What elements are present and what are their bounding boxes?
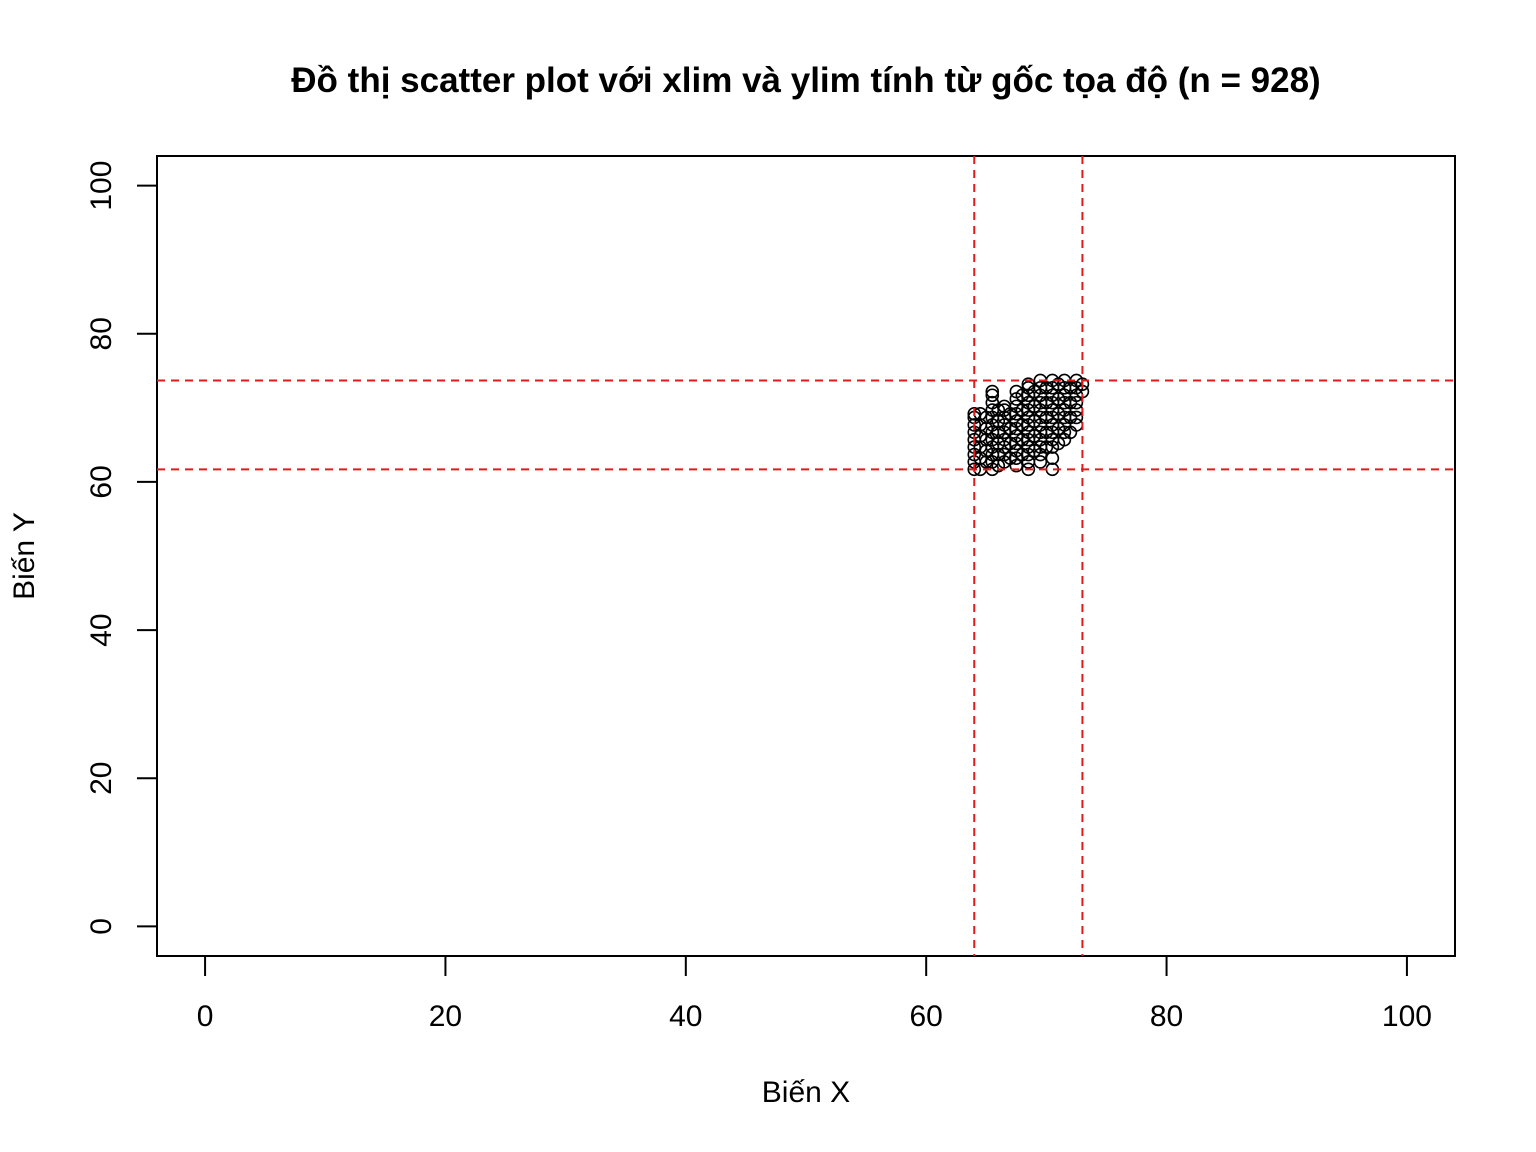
scatter-point [1057, 425, 1072, 440]
scatter-point [985, 388, 1000, 403]
scatter-point [1009, 458, 1024, 473]
y-tick-label: 40 [85, 613, 118, 646]
x-tick-label: 0 [197, 1000, 214, 1033]
plot-frame [156, 155, 1456, 957]
x-tick-label: 20 [429, 1000, 462, 1033]
scatter-points [967, 373, 1090, 477]
scatter-point [967, 418, 982, 432]
y-tick-label: 100 [85, 161, 118, 211]
scatter-point [967, 406, 982, 421]
scatter-point [1075, 377, 1090, 391]
x-tick-label: 80 [1150, 1000, 1183, 1033]
y-axis-label: Biến Y [8, 512, 41, 600]
x-axis-label: Biến X [762, 1076, 850, 1109]
scatter-point [1033, 455, 1048, 469]
reference-lines [157, 156, 1455, 956]
y-tick-label: 0 [85, 918, 118, 935]
scatter-point [1021, 462, 1036, 477]
scatter-point [967, 462, 982, 477]
x-tick-label: 40 [669, 1000, 702, 1033]
scatter-point [1069, 410, 1084, 425]
scatter-point [1069, 395, 1084, 410]
x-tick-label: 60 [909, 1000, 942, 1033]
x-axis: 0 20 40 60 80 100 [197, 955, 1432, 1033]
y-tick-label: 20 [85, 762, 118, 795]
scatter-point [1045, 451, 1060, 466]
y-tick-label: 60 [85, 465, 118, 498]
y-axis: 0 20 40 60 80 100 [85, 161, 158, 935]
x-tick-label: 100 [1382, 1000, 1432, 1033]
chart-title: Đồ thị scatter plot với xlim và ylim tín… [291, 61, 1320, 100]
y-tick-label: 80 [85, 317, 118, 350]
scatter-point [985, 384, 1000, 399]
